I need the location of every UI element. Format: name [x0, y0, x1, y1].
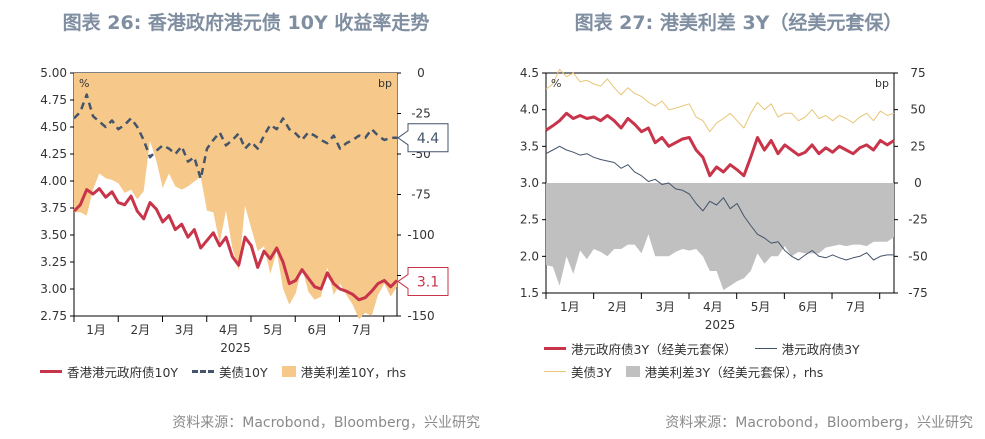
y-right-tick-label: -75 — [411, 188, 431, 202]
area-series-3 — [546, 183, 894, 291]
chart-panel-spread3y: 图表 27: 港美利差 3Y（经美元套保） 4.5 4.0 3.5 3.0 2.5 2.0… — [492, 0, 985, 439]
y-right-tick-label: 0 — [417, 66, 425, 80]
y-right-unit: bp — [875, 77, 889, 90]
y-left-unit: % — [79, 77, 89, 90]
x-tick-label: 7月 — [846, 300, 866, 314]
line-series-1 — [545, 145, 894, 261]
legend-swatch — [40, 370, 62, 373]
x-tick-label: 1月 — [560, 300, 580, 314]
x-tick-label: 7月 — [352, 323, 372, 337]
line-series-2 — [545, 68, 895, 133]
legend-item: 港元政府债3Y（经美元套保） — [544, 339, 737, 358]
x-tick-label: 5月 — [263, 323, 283, 337]
legend-label: 港元政府债3Y（经美元套保） — [571, 342, 737, 357]
legend-label: 香港港元政府债10Y — [67, 365, 179, 380]
y-left-tick-label: 5.00 — [40, 66, 67, 80]
legend-label: 美债3Y — [571, 365, 612, 380]
x-tick-label: 6月 — [798, 300, 818, 314]
y-right-tick-label: 75 — [910, 66, 925, 80]
y-left-tick-label: 2.5 — [520, 213, 539, 227]
line-series-0 — [72, 187, 399, 302]
y-left-tick-label: 4.00 — [40, 174, 67, 188]
callout-us10y-label: 4.4 — [417, 131, 439, 147]
legend-label: 港美利差3Y（经美元套保），rhs — [644, 365, 824, 380]
y-left-tick-label: 4.5 — [520, 66, 539, 80]
y-left-tick-label: 3.5 — [520, 139, 539, 153]
y-right-tick-label: -50 — [908, 249, 928, 263]
area-series-2 — [74, 73, 397, 320]
source-note: 资料来源：Macrobond，Bloomberg，兴业研究 — [172, 415, 480, 431]
y-right-tick-label: -150 — [407, 309, 434, 323]
legend-item: 港美利差10Y，rhs — [281, 362, 406, 381]
y-right-tick-label: -25 — [908, 213, 928, 227]
x-tick-label: 3月 — [175, 323, 195, 337]
y-right-unit: bp — [378, 77, 392, 90]
y-left-tick-label: 4.50 — [40, 120, 67, 134]
y-left-unit: % — [551, 77, 561, 90]
y-left-tick-label: 3.25 — [40, 255, 67, 269]
x-year-label: 2025 — [705, 318, 736, 332]
legend-swatch — [625, 366, 640, 377]
y-left-tick-label: 2.0 — [520, 249, 539, 263]
chart-hk10y-svg: 5.00 4.75 4.50 4.25 4.00 3.75 3.50 3.25 3.00 2.75… — [40, 66, 449, 355]
legend-row-1: 港元政府债3Y（经美元套保） 港元政府债3Y — [544, 339, 874, 358]
legend-item: 香港港元政府债10Y — [40, 362, 178, 381]
x-tick-label: 4月 — [703, 300, 723, 314]
y-left-tick-label: 1.5 — [520, 286, 539, 300]
chart-title: 图表 26: 香港政府港元债 10Y 收益率走势 — [62, 12, 430, 34]
legend-swatch — [754, 348, 777, 349]
y-left-tick-label: 3.75 — [40, 201, 67, 215]
y-left-tick-label: 4.0 — [520, 103, 539, 117]
legend-row-2: 美债3Y 港美利差3Y（经美元套保），rhs — [544, 362, 837, 381]
line-series-0 — [545, 111, 895, 178]
y-right-tick-label: -75 — [908, 286, 928, 300]
y-right-tick-label: 25 — [910, 139, 925, 153]
chart-spread3y-svg: 4.5 4.0 3.5 3.0 2.5 2.0 1.5 75 50 25 0 -25 -50 -75% bp… — [520, 66, 928, 332]
x-year-label: 2025 — [220, 341, 251, 355]
legend-swatch — [192, 370, 215, 373]
callout-hk10y-box — [397, 266, 449, 296]
chart-title: 图表 27: 港美利差 3Y（经美元套保） — [574, 12, 903, 34]
legend: 香港港元政府债10Y 美债10Y 港美利差10Y，rhs — [40, 362, 420, 381]
chart-panel-hk10y: 图表 26: 香港政府港元债 10Y 收益率走势 5.00 4.75 4.50 4.2… — [0, 0, 492, 439]
y-left-tick-label: 3.50 — [40, 228, 67, 242]
y-right-tick-label: -25 — [411, 107, 431, 121]
legend-item: 港美利差3Y（经美元套保），rhs — [625, 362, 824, 381]
x-tick-label: 6月 — [308, 323, 328, 337]
legend-item: 美债10Y — [192, 362, 268, 381]
legend-label: 港美利差10Y，rhs — [300, 365, 406, 380]
y-left-tick-label: 3.0 — [520, 176, 539, 190]
y-left-tick-label: 4.25 — [40, 147, 67, 161]
legend-label: 美债10Y — [219, 365, 268, 380]
legend-label: 港元政府债3Y — [781, 342, 860, 357]
source-note: 资料来源：Macrobond，Bloomberg，兴业研究 — [665, 415, 973, 431]
legend-swatch — [281, 366, 296, 377]
y-left-tick-label: 4.75 — [40, 93, 67, 107]
legend-swatch — [544, 347, 566, 350]
legend-item: 美债3Y — [544, 362, 612, 381]
x-tick-label: 5月 — [751, 300, 771, 314]
callout-us10y-box — [397, 123, 449, 153]
callout-hk10y-label: 3.1 — [417, 274, 439, 290]
y-right-tick-label: 50 — [910, 103, 925, 117]
x-tick-label: 1月 — [86, 323, 106, 337]
y-right-tick-label: -100 — [407, 228, 434, 242]
y-right-tick-label: 0 — [914, 176, 922, 190]
x-tick-label: 2月 — [608, 300, 628, 314]
x-tick-label: 2月 — [131, 323, 151, 337]
x-tick-label: 3月 — [655, 300, 675, 314]
x-tick-label: 4月 — [219, 323, 239, 337]
y-left-tick-label: 2.75 — [40, 309, 67, 323]
y-left-tick-label: 3.00 — [40, 282, 67, 296]
legend-item: 港元政府债3Y — [754, 339, 860, 358]
legend-swatch — [544, 371, 566, 372]
line-series-1 — [73, 93, 397, 181]
